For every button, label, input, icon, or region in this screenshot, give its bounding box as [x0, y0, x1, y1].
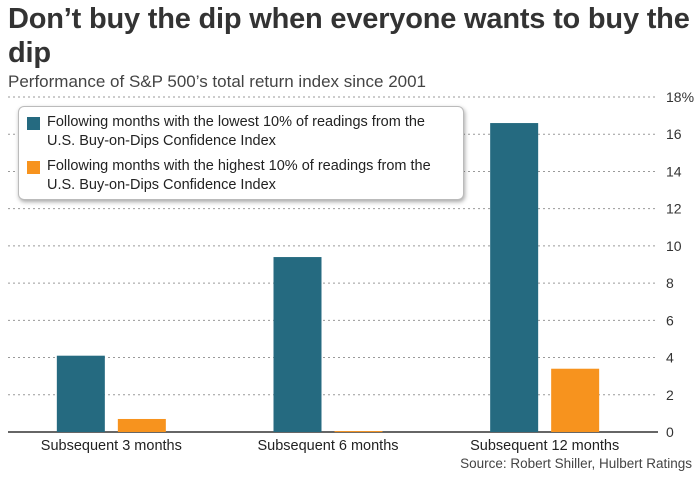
legend-item-lowest: Following months with the lowest 10% of …	[27, 113, 455, 151]
y-tick-label-2: 2	[666, 387, 674, 403]
x-tick-label-0: Subsequent 3 months	[41, 438, 182, 454]
legend-label-lowest: Following months with the lowest 10% of …	[47, 114, 425, 149]
x-tick-label-2: Subsequent 12 months	[470, 438, 619, 454]
legend-swatch-highest	[27, 161, 40, 174]
legend-swatch-lowest	[27, 117, 40, 130]
y-tick-label-4: 4	[666, 350, 674, 366]
chart-subtitle: Performance of S&P 500’s total return in…	[8, 72, 427, 91]
y-tick-label-10: 10	[666, 238, 682, 254]
y-tick-label-0: 0	[666, 424, 674, 440]
bar-series1-cat2	[551, 368, 600, 432]
bar-series0-cat2	[490, 123, 539, 433]
chart-legend: Following months with the lowest 10% of …	[18, 106, 464, 200]
x-tick-label-1: Subsequent 6 months	[257, 438, 398, 454]
legend-item-highest: Following months with the highest 10% of…	[27, 157, 455, 195]
y-tick-label-16: 16	[666, 126, 682, 142]
legend-label-highest: Following months with the highest 10% of…	[47, 158, 431, 193]
bar-series0-cat1	[273, 257, 322, 432]
bar-series1-cat1	[334, 431, 383, 433]
chart-title: Don’t buy the dip when everyone wants to…	[8, 3, 690, 69]
y-tick-label-18: 18%	[666, 89, 694, 105]
y-tick-label-12: 12	[666, 201, 682, 217]
y-tick-label-8: 8	[666, 275, 674, 291]
y-tick-label-14: 14	[666, 163, 682, 179]
y-tick-label-6: 6	[666, 312, 674, 328]
source-note: Source: Robert Shiller, Hulbert Ratings	[460, 456, 692, 471]
bar-series0-cat0	[56, 355, 105, 432]
bar-series1-cat0	[117, 418, 166, 432]
